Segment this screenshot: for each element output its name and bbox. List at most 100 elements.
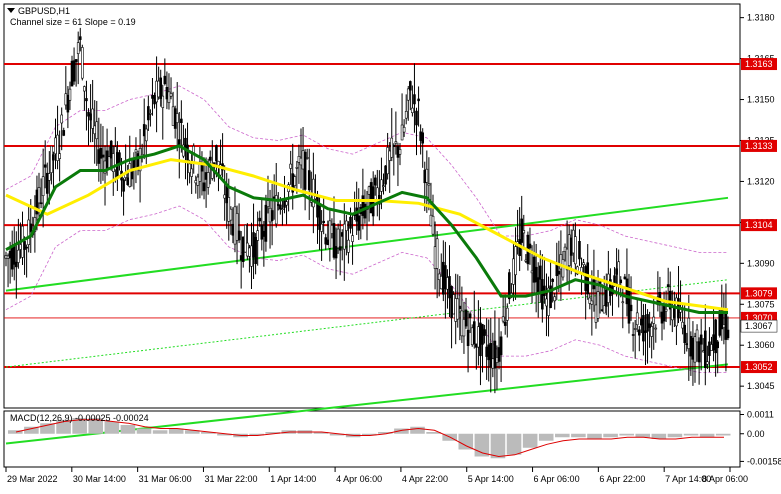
macd-bar [329,433,345,436]
candle-body [633,328,637,330]
candle-body [699,334,703,345]
candle-body [229,208,233,221]
candle-body [138,148,142,172]
candle-body [431,215,435,235]
candle-body [41,176,45,196]
candle-body [142,124,146,137]
level-label-box [741,139,777,152]
candle-body [29,223,33,232]
candles [4,27,730,394]
time-axis: 29 Mar 2022 30 Mar 14:00 31 Mar 06:00 31 Ma… [5,467,748,484]
candle-body [640,318,643,326]
candle-body [340,232,344,237]
candle-body [464,309,468,327]
time-tick-label: 6 Apr 22:00 [599,474,645,484]
candle-body [279,204,282,210]
candle-body [10,246,14,270]
candle-body [206,172,210,188]
candle-body [722,324,726,328]
candle-body [437,273,441,281]
candle-body [345,220,348,231]
candle-body [584,266,587,291]
candle-body [681,321,684,329]
price-tick-label: 1.3150 [747,95,775,105]
time-tick-label: 5 Apr 14:00 [468,474,514,484]
candle-body [388,150,391,161]
candle-body [99,148,103,159]
candle-body [357,215,361,231]
candle-body [165,87,169,100]
candle-body [78,36,82,40]
candle-body [285,201,288,206]
symbol-title: GBPUSD,H1 [18,6,70,16]
candle-body [417,98,420,102]
candle-body [101,154,105,158]
candle-body [268,207,272,223]
macd-bar [490,433,506,459]
candle-body [499,336,503,356]
candle-body [419,131,422,141]
candle-body [671,307,674,321]
candle-body [289,163,292,169]
candle-body [629,304,633,312]
candle-body [619,279,623,284]
candle-body [520,218,524,243]
candle-body [126,177,130,186]
candle-body [673,307,676,319]
candle-body [704,330,707,369]
macd-bar [8,430,23,434]
candle-body [617,261,620,285]
candle-body [421,132,424,144]
candle-body [668,290,672,310]
candle-body [235,213,239,241]
candle-body [406,88,410,101]
candle-body [497,347,501,362]
candle-body [429,214,433,227]
candle-body [551,279,554,282]
candle-body [693,336,697,363]
candle-body [85,98,88,102]
time-tick-label: 31 Mar 22:00 [204,474,257,484]
level-label: 1.3052 [745,362,773,372]
candle-body [489,342,493,368]
candle-body [227,197,231,222]
macd-tick-label: -0.00158 [747,456,781,466]
candle-body [708,341,711,356]
candle-body [427,183,431,186]
macd-indicator: 0.0011 0.00 -0.00158 [8,410,781,466]
chart-menu-icon[interactable] [7,8,15,13]
candle-body [132,159,136,170]
macd-bar [426,432,441,434]
candle-body [689,336,693,357]
candle-body [390,137,394,158]
candle-body [528,243,532,249]
candle-body [266,200,270,207]
candle-body [642,315,645,342]
candle-body [264,204,268,242]
candle-body [225,185,229,204]
candle-body [561,259,565,278]
candle-body [666,284,670,288]
candle-body [217,161,220,166]
candle-body [314,196,317,200]
candle-body [184,137,187,149]
candle-body [19,244,22,250]
candle-body [95,121,99,140]
candle-body [45,172,49,194]
candle-body [621,301,625,304]
candle-body [163,75,167,85]
candle-body [578,241,581,260]
candle-body [54,137,57,155]
candle-body [274,195,278,225]
candle-body [182,144,185,157]
candle-body [248,247,251,257]
candle-body [169,93,173,97]
candle-body [442,261,445,295]
candle-body [549,285,552,308]
candle-body [17,249,20,263]
candle-body [262,230,266,237]
candle-body [351,235,354,242]
candle-body [695,329,699,343]
candle-body [208,156,212,161]
candle-body [650,326,653,337]
